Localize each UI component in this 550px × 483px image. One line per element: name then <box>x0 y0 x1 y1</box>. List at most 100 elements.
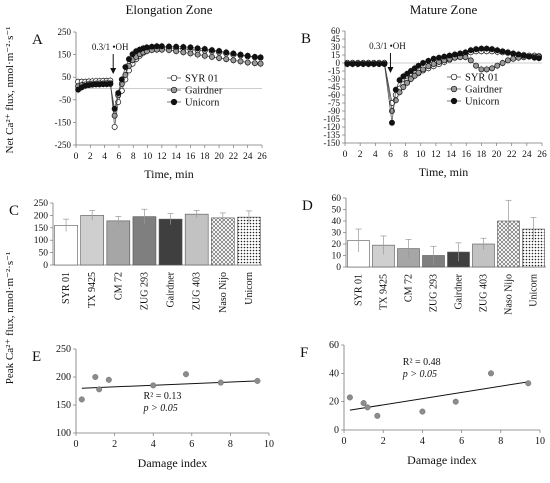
y-tick-label: 15 <box>331 50 341 60</box>
y-axis-label-net-flux: Net Ca²⁺ flux, nmol·m⁻²·s⁻¹ <box>4 27 16 154</box>
data-point <box>208 53 215 60</box>
data-point <box>494 47 501 54</box>
x-tick-label: 22 <box>507 150 517 160</box>
data-point <box>515 51 522 58</box>
legend-label: Unicorn <box>465 97 500 108</box>
x-tick-label: 2 <box>358 150 363 160</box>
data-point <box>376 61 383 68</box>
y-tick-label: 0 <box>336 263 341 273</box>
data-point <box>201 52 208 59</box>
legend-label: Gairdner <box>185 86 223 97</box>
y-tick-label: -135 <box>324 130 341 140</box>
y-tick-label: 0 <box>334 425 339 436</box>
data-point <box>452 398 459 405</box>
data-point <box>111 123 118 130</box>
data-point <box>392 86 399 93</box>
data-point <box>230 50 237 57</box>
data-point <box>467 47 474 54</box>
y-tick-label: 40 <box>329 368 339 379</box>
data-point <box>187 44 194 51</box>
x-tick-label: 0 <box>342 436 347 447</box>
category-label: ZUG 293 <box>429 274 440 312</box>
data-point <box>389 119 395 126</box>
y-tick-label: 30 <box>331 42 341 52</box>
legend-marker <box>170 98 178 106</box>
data-point <box>499 60 506 66</box>
x-tick-label: 8 <box>131 152 136 162</box>
data-point <box>364 404 371 411</box>
panel-e: E 100 150 200 250 0 2 4 6 8 10 Damage index R² = 0.1… <box>32 344 274 470</box>
y-tick-label: 150 <box>34 224 49 234</box>
data-point <box>217 379 224 386</box>
bar <box>106 220 131 266</box>
data-point <box>244 59 251 66</box>
panel-letter: B <box>301 31 311 47</box>
data-point <box>237 51 244 58</box>
data-point <box>111 112 118 119</box>
data-point <box>415 62 422 69</box>
x-axis-label: Time, min <box>144 167 194 181</box>
y-tick-label: -250 <box>55 140 72 150</box>
x-tick-label: 4 <box>420 436 425 447</box>
x-tick-label: 20 <box>492 150 502 160</box>
data-point <box>457 50 464 57</box>
data-point <box>194 51 201 58</box>
panel-letter: A <box>32 32 43 48</box>
x-tick-label: 10 <box>264 439 274 450</box>
data-point <box>244 52 251 59</box>
data-point <box>111 105 118 112</box>
data-point <box>520 52 527 59</box>
x-tick-label: 14 <box>171 152 181 162</box>
x-tick-label: 12 <box>157 152 167 162</box>
category-label: ZUG 403 <box>479 274 490 312</box>
data-point <box>446 52 453 59</box>
treatment-annotation: 0.3/1 •OH <box>92 42 129 52</box>
x-tick-label: 8 <box>228 439 233 450</box>
x-tick-label: 20 <box>214 152 224 162</box>
x-tick-label: 2 <box>112 439 117 450</box>
data-point <box>419 408 426 415</box>
data-point <box>504 49 511 56</box>
data-point <box>478 66 485 73</box>
category-label: Naso Nijo <box>504 274 515 315</box>
p-value-label: p > 0.05 <box>143 403 178 414</box>
data-point <box>425 57 432 64</box>
x-tick-label: 10 <box>535 436 545 447</box>
x-tick-label: 6 <box>189 439 194 450</box>
category-label: TX 9425 <box>379 274 390 310</box>
data-point <box>143 44 150 51</box>
data-point <box>223 49 230 56</box>
data-point <box>404 79 411 86</box>
data-point <box>411 72 418 79</box>
category-label: SYR 01 <box>61 272 72 304</box>
panel-letter: E <box>32 349 41 365</box>
x-tick-label: 24 <box>243 152 253 162</box>
data-point <box>420 60 426 66</box>
data-point <box>115 90 122 96</box>
y-tick-label: 10 <box>332 252 342 262</box>
data-point <box>118 76 125 83</box>
category-label: Gairdner <box>166 271 177 307</box>
data-point <box>483 66 490 73</box>
y-tick-label: 250 <box>34 199 49 209</box>
y-tick-label: 50 <box>332 206 342 216</box>
bar <box>184 213 209 266</box>
bar <box>80 215 104 266</box>
x-tick-label: 12 <box>431 150 441 160</box>
y-tick-label: 20 <box>329 397 339 408</box>
data-point <box>254 377 261 384</box>
treatment-arrow-head <box>110 68 117 74</box>
y-tick-label: 100 <box>56 428 71 439</box>
category-label: Naso Nijo <box>218 272 229 313</box>
category-label: CM 72 <box>404 274 415 302</box>
x-tick-label: 2 <box>381 436 386 447</box>
panel-letter: F <box>300 345 308 361</box>
data-point <box>201 46 208 52</box>
x-axis-label: Damage index <box>407 453 477 467</box>
category-label: CM 72 <box>113 272 124 300</box>
data-point <box>415 69 422 76</box>
